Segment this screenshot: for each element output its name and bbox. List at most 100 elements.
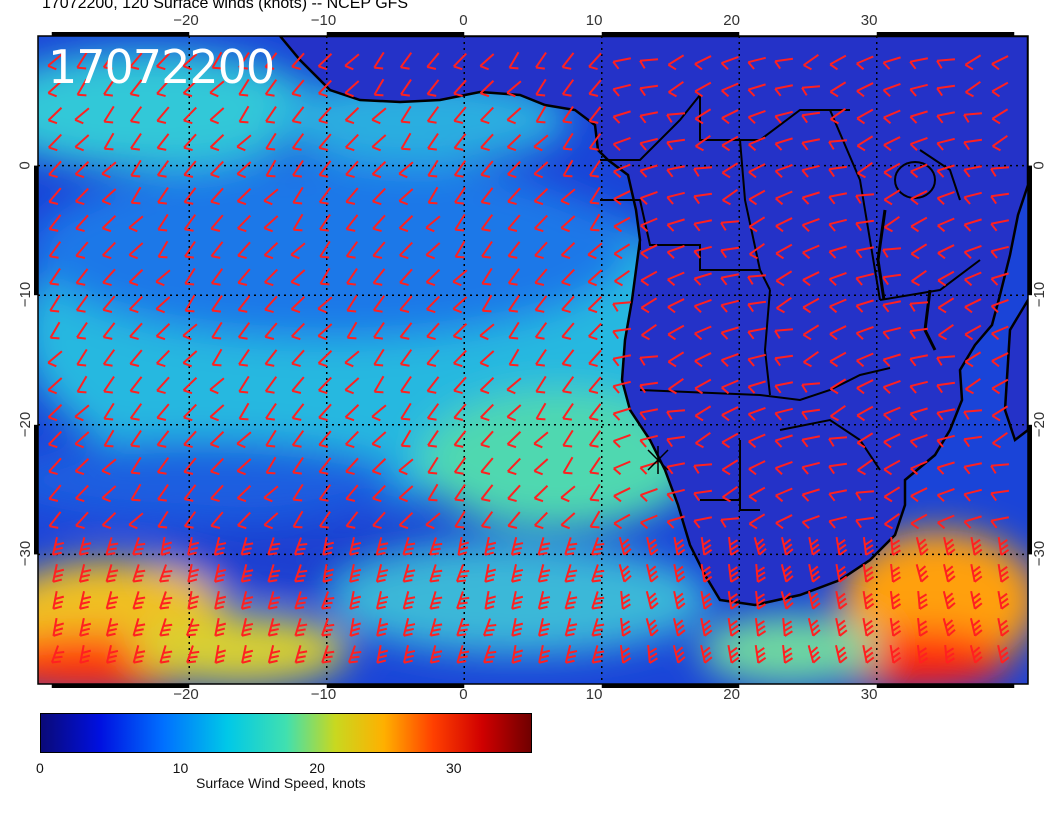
wind-barb-stroke: [511, 564, 524, 583]
wind-barb-stroke: [535, 375, 547, 394]
wind-barb-stroke: [182, 377, 198, 395]
wind-barb-stroke: [211, 294, 223, 313]
wind-barb: [936, 408, 956, 421]
wind-barb: [693, 463, 713, 474]
wind-barb-stroke: [156, 160, 170, 178]
wind-barb: [748, 486, 766, 503]
wind-barb-stroke: [399, 295, 413, 313]
wind-barb-stroke: [775, 190, 793, 206]
wind-barb: [47, 377, 63, 395]
wind-barb: [293, 537, 308, 556]
wind-barb-stroke: [48, 430, 62, 449]
wind-barb-stroke: [747, 56, 766, 70]
wind-barb-stroke: [344, 350, 360, 368]
wind-barb-stroke: [156, 106, 170, 124]
wind-barb: [535, 105, 547, 124]
wind-barb-stroke: [292, 213, 304, 232]
wind-barb-stroke: [807, 618, 821, 637]
wind-barb-stroke: [105, 618, 119, 637]
wind-barb: [613, 190, 631, 206]
wind-barb-stroke: [429, 645, 443, 664]
wind-barb: [909, 83, 928, 97]
wind-barb: [747, 327, 767, 340]
wind-barb-stroke: [129, 376, 143, 394]
wind-barb-stroke: [672, 645, 686, 664]
wind-barb-stroke: [997, 536, 1010, 556]
wind-barb: [344, 107, 360, 125]
wind-barb-stroke: [970, 590, 983, 610]
frame-tick-segment: [34, 424, 38, 555]
wind-barb-stroke: [210, 214, 224, 232]
wind-barb: [318, 160, 332, 178]
wind-barb-stroke: [890, 563, 902, 583]
wind-barb: [453, 430, 467, 448]
wind-barb: [236, 134, 252, 152]
wind-barb-stroke: [883, 486, 901, 503]
wind-barb: [700, 536, 713, 556]
wind-barb: [371, 134, 387, 152]
wind-barb: [562, 429, 574, 448]
wind-barb-stroke: [673, 618, 686, 637]
wind-barb: [75, 214, 89, 233]
wind-barb: [210, 187, 224, 206]
wind-barb-stroke: [801, 488, 820, 502]
lon-tick-label: 30: [860, 12, 878, 29]
wind-barb-stroke: [290, 269, 306, 287]
wind-barb: [909, 57, 929, 70]
wind-barb-stroke: [426, 349, 440, 367]
wind-barb: [398, 188, 414, 206]
wind-barb-stroke: [612, 433, 631, 448]
wind-barb: [211, 348, 223, 367]
wind-barb: [427, 429, 439, 448]
wind-barb-stroke: [917, 590, 928, 610]
wind-barb: [456, 591, 470, 610]
wind-barb: [292, 510, 304, 529]
wind-barb: [263, 485, 279, 503]
wind-barb: [936, 84, 956, 97]
wind-barb: [560, 188, 576, 206]
wind-barb: [129, 52, 143, 70]
wind-barb: [700, 644, 713, 664]
wind-barb-stroke: [347, 645, 362, 664]
wind-barb: [965, 81, 981, 98]
wind-barb: [452, 323, 468, 341]
wind-barb: [79, 591, 92, 610]
wind-barb-stroke: [882, 273, 902, 286]
wind-barb: [78, 564, 92, 583]
wind-barb-stroke: [666, 435, 686, 448]
wind-barb: [130, 132, 142, 151]
wind-barb-stroke: [159, 645, 173, 664]
country-borders: [600, 94, 981, 511]
wind-barb-stroke: [75, 268, 89, 286]
wind-barb: [538, 618, 551, 637]
wind-barb-stroke: [755, 590, 767, 610]
wind-barb-stroke: [183, 106, 197, 125]
wind-barb: [693, 192, 713, 205]
wind-barb-stroke: [748, 486, 766, 503]
wind-barb-stroke: [588, 322, 602, 341]
wind-barb-stroke: [808, 536, 821, 556]
wind-barb-stroke: [640, 297, 658, 314]
wind-barb: [264, 52, 278, 70]
wind-barb: [991, 108, 1009, 125]
wind-barb: [455, 564, 470, 583]
wind-barb: [344, 377, 360, 395]
wind-barb-stroke: [862, 644, 875, 664]
wind-barb: [641, 324, 657, 341]
wind-barb: [320, 591, 335, 610]
wind-barb: [349, 617, 362, 637]
wind-barb-stroke: [639, 111, 659, 124]
wind-barb-stroke: [346, 267, 358, 286]
frame-tick-segment: [601, 684, 740, 688]
wind-barb: [319, 240, 331, 259]
wind-barb: [775, 487, 793, 503]
wind-barb: [857, 459, 873, 476]
wind-barb: [182, 323, 198, 341]
wind-barb: [801, 138, 821, 151]
wind-barb: [917, 617, 929, 637]
wind-barb-stroke: [103, 402, 115, 421]
wind-barb: [910, 190, 928, 206]
wind-barb-stroke: [801, 514, 820, 529]
wind-barb-stroke: [694, 352, 712, 368]
wind-barb: [612, 83, 631, 97]
